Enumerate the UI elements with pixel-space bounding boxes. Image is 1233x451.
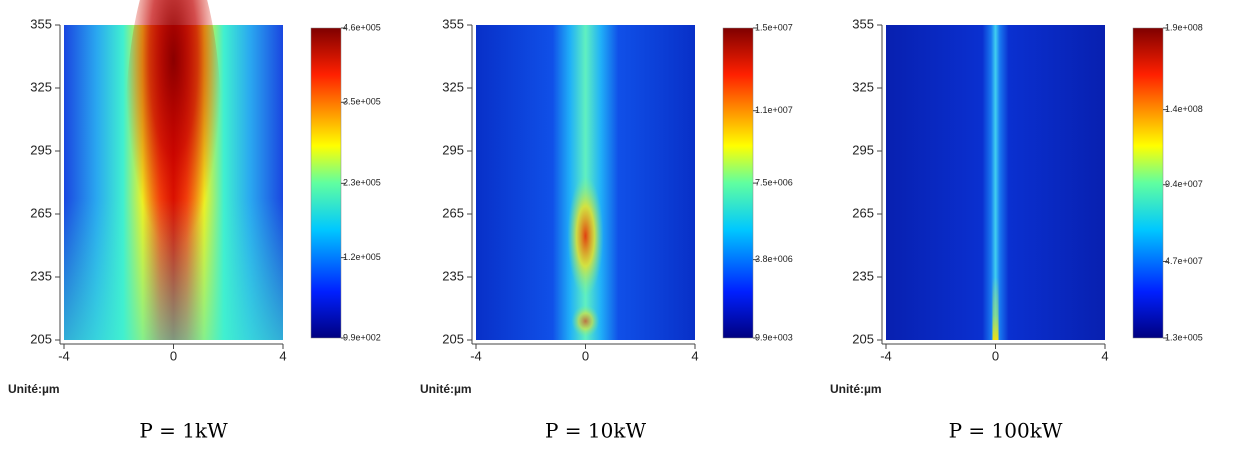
heatmap-field: [571, 305, 600, 338]
y-tick-label: 325: [442, 79, 464, 94]
heatmap-field: [64, 25, 283, 340]
y-tick-label: 235: [852, 268, 874, 283]
y-tick-label: 235: [442, 268, 464, 283]
x-axis-label: Unité:µm: [420, 382, 472, 396]
caption: P = 100kW: [949, 419, 1063, 443]
colorbar-tick-label: 3.5e+005: [343, 97, 381, 107]
y-tick-label: 355: [30, 16, 52, 31]
colorbar-tick-label: 1.1e+007: [755, 105, 793, 115]
colorbar-tick-label: 9.9e+002: [343, 332, 381, 342]
colorbar-tick-label: 1.9e+008: [1165, 22, 1203, 32]
y-tick-label: 295: [852, 142, 874, 157]
x-tick-label: 4: [1101, 348, 1108, 363]
y-tick-label: 355: [852, 16, 874, 31]
colorbar-tick-label: 4.7e+007: [1165, 256, 1203, 266]
colorbar-tick-label: 2.3e+005: [343, 178, 381, 188]
x-tick-label: -4: [58, 348, 70, 363]
x-tick-label: 4: [279, 348, 286, 363]
caption: P = 1kW: [139, 419, 228, 443]
colorbar-tick-label: 7.5e+006: [755, 177, 793, 187]
x-axis-label: Unité:µm: [830, 382, 882, 396]
heatmap-field: [992, 277, 999, 340]
y-tick-label: 325: [852, 79, 874, 94]
caption: P = 10kW: [545, 419, 646, 443]
heatmap-field: [567, 176, 604, 297]
y-tick-label: 295: [30, 142, 52, 157]
colorbar-tick-label: 1.3e+005: [1165, 332, 1203, 342]
colorbar-tick-label: 9.9e+003: [755, 332, 793, 342]
y-tick-label: 265: [852, 205, 874, 220]
colorbar-tick-label: 1.4e+008: [1165, 104, 1203, 114]
y-tick-label: 325: [30, 79, 52, 94]
colorbar: [1132, 27, 1164, 339]
y-tick-label: 205: [30, 331, 52, 346]
colorbar-tick-label: 9.4e+007: [1165, 179, 1203, 189]
x-tick-label: 0: [170, 348, 177, 363]
x-tick-label: 4: [691, 348, 698, 363]
colorbar-tick-label: 3.8e+006: [755, 254, 793, 264]
y-tick-label: 235: [30, 268, 52, 283]
colorbar-tick-label: 1.5e+007: [755, 22, 793, 32]
x-tick-label: -4: [880, 348, 892, 363]
y-tick-label: 205: [442, 331, 464, 346]
x-axis-label: Unité:µm: [8, 382, 60, 396]
x-tick-label: -4: [470, 348, 482, 363]
x-tick-label: 0: [992, 348, 999, 363]
x-tick-label: 0: [582, 348, 589, 363]
colorbar-tick-label: 4.6e+005: [343, 22, 381, 32]
colorbar: [310, 27, 342, 339]
colorbar-tick-label: 1.2e+005: [343, 252, 381, 262]
y-tick-label: 265: [442, 205, 464, 220]
colorbar: [722, 27, 754, 339]
y-tick-label: 295: [442, 142, 464, 157]
y-tick-label: 205: [852, 331, 874, 346]
y-tick-label: 265: [30, 205, 52, 220]
y-tick-label: 355: [442, 16, 464, 31]
